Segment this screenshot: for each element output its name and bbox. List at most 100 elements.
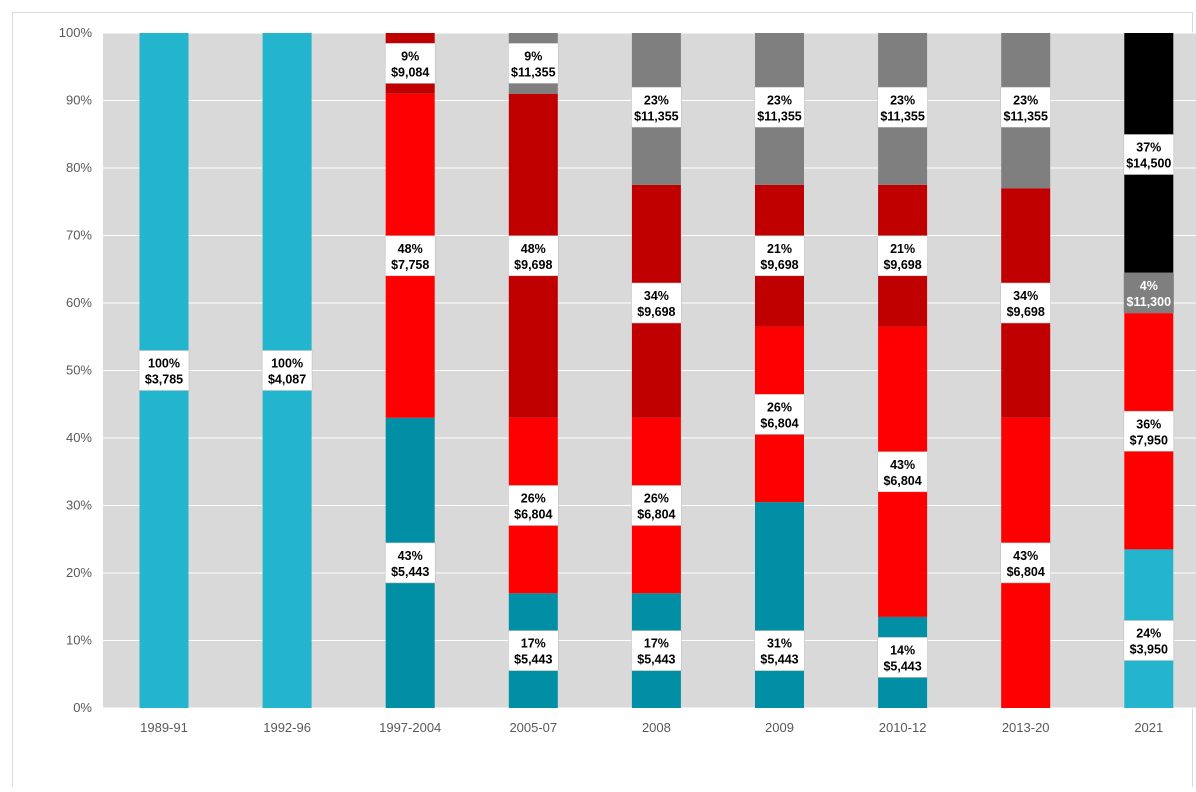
- data-label-amount: $6,804: [514, 508, 552, 522]
- y-tick-label: 20%: [66, 565, 92, 580]
- data-label-box: [754, 235, 805, 277]
- data-label-box: [1123, 620, 1175, 661]
- data-label-box: [877, 451, 928, 493]
- data-label: 23% $11,355: [1000, 86, 1052, 128]
- data-label-percent: 26%: [644, 492, 669, 506]
- data-label-amount: $9,698: [760, 258, 798, 272]
- data-label-percent: 26%: [767, 400, 792, 414]
- data-label: 9% $9,084: [384, 43, 436, 84]
- data-label: 37% $14,500: [1123, 134, 1175, 175]
- bar-segment: [755, 502, 804, 708]
- data-label-amount: $3,785: [145, 373, 183, 387]
- data-label-percent: 4%: [1140, 279, 1158, 293]
- y-tick-label: 100%: [59, 25, 93, 40]
- x-tick-label: 1997-2004: [379, 720, 441, 735]
- data-label-percent: 43%: [1013, 549, 1038, 563]
- data-label-amount: $5,443: [760, 653, 798, 667]
- y-tick-label: 50%: [66, 363, 92, 378]
- data-label-percent: 23%: [644, 93, 669, 107]
- x-tick-label: 2021: [1134, 720, 1163, 735]
- data-label-box: [1000, 282, 1052, 324]
- data-label-percent: 14%: [890, 643, 915, 657]
- data-label-amount: $5,443: [883, 659, 921, 673]
- data-label: 21% $9,698: [754, 235, 805, 277]
- data-label-box: [631, 485, 682, 526]
- data-label-amount: $9,698: [637, 305, 675, 319]
- data-label: 26% $6,804: [754, 394, 805, 435]
- data-label: 31% $5,443: [754, 630, 805, 671]
- data-label-box: [877, 86, 928, 128]
- x-tick-label: 2008: [642, 720, 671, 735]
- data-label-percent: 26%: [521, 492, 546, 506]
- data-label: 23% $11,355: [631, 86, 682, 128]
- data-label-percent: 100%: [148, 357, 180, 371]
- data-label-percent: 23%: [1013, 93, 1038, 107]
- x-tick-label: 2010-12: [879, 720, 927, 735]
- data-label-amount: $11,355: [511, 65, 556, 79]
- x-tick-label: 2005-07: [509, 720, 557, 735]
- data-label: 24% $3,950: [1123, 620, 1175, 661]
- data-label: 48% $7,758: [384, 235, 436, 277]
- data-label-box: [877, 235, 928, 277]
- data-label-amount: $6,804: [760, 416, 798, 430]
- data-label-amount: $6,804: [637, 508, 675, 522]
- data-label-percent: 23%: [767, 93, 792, 107]
- data-label: 43% $6,804: [877, 451, 928, 493]
- data-label-amount: $7,758: [391, 258, 429, 272]
- data-label-box: [1000, 542, 1052, 584]
- data-label-amount: $9,698: [1007, 305, 1045, 319]
- data-label-amount: $3,950: [1130, 643, 1168, 657]
- data-label-percent: 48%: [398, 242, 423, 256]
- x-tick-label: 2009: [765, 720, 794, 735]
- data-label: 36% $7,950: [1123, 410, 1175, 452]
- data-label-percent: 36%: [1136, 417, 1161, 431]
- data-label: 14% $5,443: [877, 637, 928, 678]
- data-label-box: [754, 394, 805, 435]
- y-tick-label: 0%: [73, 700, 92, 715]
- data-label-box: [631, 630, 682, 671]
- y-tick-label: 10%: [66, 633, 92, 648]
- data-label: 23% $11,355: [754, 86, 805, 128]
- data-label-percent: 43%: [890, 458, 915, 472]
- data-label-amount: $5,443: [514, 653, 552, 667]
- y-tick-label: 90%: [66, 93, 92, 108]
- x-tick-label: 1992-96: [263, 720, 311, 735]
- data-label-percent: 21%: [890, 242, 915, 256]
- data-label-percent: 43%: [398, 549, 423, 563]
- data-label-amount: $5,443: [637, 653, 675, 667]
- data-label-amount: $9,698: [514, 258, 552, 272]
- data-label: 21% $9,698: [877, 235, 928, 277]
- data-label-box: [1123, 272, 1174, 313]
- data-label-box: [754, 86, 805, 128]
- data-label-percent: 23%: [890, 93, 915, 107]
- x-tick-label: 2013-20: [1002, 720, 1050, 735]
- data-label-box: [384, 43, 436, 84]
- data-label-percent: 21%: [767, 242, 792, 256]
- data-label-amount: $9,084: [391, 65, 429, 79]
- data-label-percent: 48%: [521, 242, 546, 256]
- data-label-box: [261, 350, 313, 391]
- data-label-percent: 34%: [1013, 289, 1038, 303]
- y-tick-label: 80%: [66, 160, 92, 175]
- data-label-box: [138, 350, 190, 391]
- data-label-percent: 34%: [644, 289, 669, 303]
- data-label-percent: 9%: [524, 49, 542, 63]
- data-label: 17% $5,443: [631, 630, 682, 671]
- data-label-amount: $9,698: [883, 258, 921, 272]
- data-label-box: [384, 542, 436, 584]
- data-label-box: [631, 282, 682, 324]
- y-axis: 0% 10% 20% 30% 40% 50% 60% 70% 80% 90% 100%: [59, 25, 93, 715]
- data-label-box: [1123, 134, 1175, 175]
- data-label-amount: $11,300: [1127, 295, 1172, 309]
- data-label-percent: 24%: [1136, 627, 1161, 641]
- x-axis: 1989-91 1992-96 1997-2004 2005-07 2008 2009 20…: [140, 720, 1163, 735]
- y-tick-label: 40%: [66, 430, 92, 445]
- data-label-amount: $6,804: [1007, 565, 1045, 579]
- data-label-box: [1000, 86, 1052, 128]
- data-label-percent: 100%: [271, 357, 303, 371]
- data-label: 9% $11,355: [507, 43, 559, 84]
- data-label-box: [507, 485, 559, 526]
- data-label-percent: 9%: [401, 49, 419, 63]
